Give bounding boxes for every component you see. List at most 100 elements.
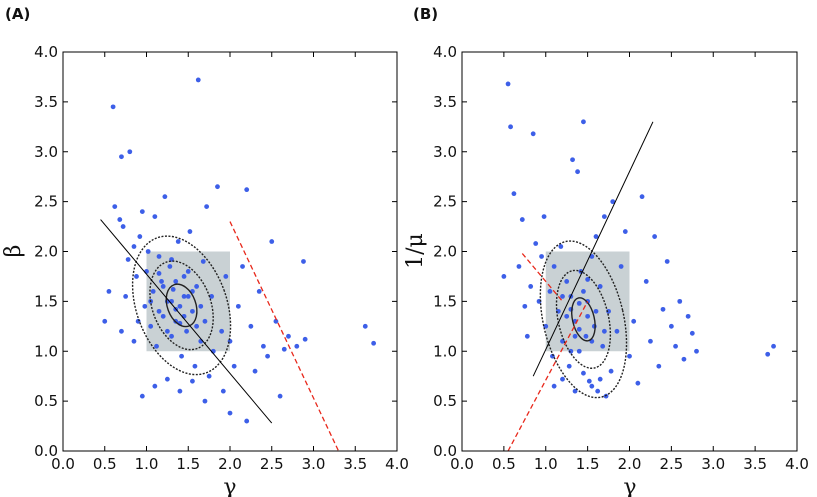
- panel-a-point: [134, 274, 139, 279]
- panel-b-point: [765, 351, 771, 357]
- panel-a-point: [302, 336, 308, 342]
- panel-a-point: [139, 209, 145, 215]
- panel-b-y-tick-label: 2.0: [433, 243, 457, 261]
- panel-b-point: [572, 333, 578, 339]
- panel-a-x-axis-title: γ: [223, 475, 236, 497]
- panel-a-point: [244, 418, 250, 424]
- panel-b-point: [600, 343, 606, 349]
- panel-a-point: [227, 410, 233, 416]
- panel-b-ellipse-1: [571, 297, 596, 342]
- panel-a-point: [265, 353, 270, 359]
- panel-b-y-tick-label: 1.0: [433, 342, 457, 360]
- panel-b-ellipse-2: [555, 269, 612, 369]
- panel-a-point: [164, 376, 170, 382]
- panel-a-point: [181, 274, 187, 279]
- panel-a-point: [194, 284, 200, 289]
- panel-b-y-tick-label: 1.5: [433, 292, 457, 310]
- panel-a-point: [194, 323, 200, 329]
- panel-a-point: [160, 313, 166, 319]
- panel-a-point: [192, 363, 198, 369]
- panel-a-y-tick-label: 2.0: [34, 243, 58, 261]
- panel-b-point: [576, 348, 582, 354]
- panel-a-point: [139, 393, 145, 399]
- panel-a-point: [167, 264, 173, 269]
- panel-a-point: [219, 328, 225, 334]
- panel-a-point: [112, 204, 118, 210]
- panel-b-point: [551, 383, 557, 389]
- panel-a-point: [202, 318, 208, 324]
- panel-a-x-tick-label: 1.0: [135, 455, 159, 473]
- panel-b-point: [585, 277, 591, 282]
- panel-b-point: [508, 124, 513, 130]
- panel-b-y-axis-title: 1/μ: [403, 233, 428, 269]
- panel-a-point: [131, 244, 137, 249]
- panel-b-point: [681, 356, 687, 362]
- panel-b-point: [564, 313, 570, 319]
- panel-b-ellipses: [539, 240, 628, 399]
- panel-a-point: [164, 328, 170, 334]
- panel-a-point: [117, 217, 123, 222]
- panel-a-label: (A): [5, 5, 30, 23]
- panel-b-point: [524, 333, 530, 339]
- panel-a-y-tick-label: 3.0: [34, 143, 58, 161]
- panel-a-y-tick-label: 1.5: [34, 292, 58, 310]
- panel-a-point: [187, 229, 193, 234]
- panel-a-point: [261, 343, 266, 349]
- panel-b-x-tick-label: 2.5: [659, 455, 683, 473]
- panel-b-point: [560, 293, 565, 299]
- panel-b-y-tick-label: 2.5: [433, 193, 457, 211]
- panel-a-point: [125, 257, 131, 262]
- panel-b-point: [589, 383, 595, 389]
- panel-a-x-tick-label: 0.5: [93, 455, 117, 473]
- panel-b-point: [595, 388, 601, 394]
- panel-b-point: [673, 343, 678, 349]
- panel-a-point: [154, 343, 159, 349]
- panel-b-point: [591, 323, 597, 329]
- panel-a-point: [145, 249, 151, 254]
- panel-b-ticks: 0.0 0.5 1.0 1.5 2.0 2.5 3.0 3.5 4.0 0.0 0.5 1.0 1.5 2…: [433, 43, 809, 473]
- panel-a-point: [209, 293, 215, 299]
- panel-a-ellipse-3: [131, 235, 232, 376]
- panel-b-point: [583, 333, 589, 339]
- panel-b-ellipse-3: [539, 240, 628, 399]
- panel-b-point: [547, 289, 553, 294]
- panel-a-point: [204, 204, 210, 210]
- panel-a-ticks: 0.0 0.5 1.0 1.5 2.0 2.5 3.0 3.5 4.0 0.0 0.5 1.0 1.5 2…: [34, 43, 409, 473]
- panel-b-point: [560, 376, 565, 382]
- panel-b-point: [530, 131, 536, 137]
- panel-b-point: [601, 328, 607, 334]
- panel-a-point: [190, 308, 195, 314]
- panel-b-point: [593, 234, 599, 239]
- panel-a-ellipses: [131, 235, 232, 376]
- panel-b-point: [618, 264, 624, 269]
- panel-a-point: [119, 328, 124, 334]
- panel-a-point: [206, 373, 212, 379]
- panel-a-shaded-box: [146, 251, 230, 352]
- panel-b-point: [511, 191, 517, 197]
- panel-a-point: [200, 259, 206, 264]
- panel-a-point: [220, 388, 226, 394]
- panel-b-point: [664, 259, 670, 264]
- panel-a-point: [173, 279, 179, 284]
- panel-b-y-tick-label: 0.5: [433, 392, 457, 410]
- panel-a-point: [362, 323, 368, 329]
- panel-a-x-tick-label: 2.5: [260, 455, 284, 473]
- panel-b-point: [539, 254, 544, 259]
- panel-b-point: [635, 380, 641, 386]
- panel-a-point: [156, 271, 162, 276]
- panel-a-point: [162, 194, 168, 200]
- panel-a-point: [256, 289, 262, 294]
- panel-a-y-tick-label: 1.0: [34, 342, 58, 360]
- panel-b-point: [689, 330, 695, 336]
- panel-b-point: [656, 363, 662, 369]
- panel-b-point: [771, 343, 776, 349]
- panel-b-point: [551, 264, 557, 269]
- panel-a-points: [102, 77, 377, 424]
- panel-b-point: [601, 214, 607, 219]
- panel-b-point: [593, 308, 599, 314]
- panel-a-y-tick-label: 0.5: [34, 392, 58, 410]
- panel-a-point: [184, 328, 189, 334]
- panel-a-point: [175, 239, 181, 244]
- panel-a-x-tick-label: 1.5: [176, 455, 200, 473]
- panel-a-x-tick-label: 3.0: [302, 455, 326, 473]
